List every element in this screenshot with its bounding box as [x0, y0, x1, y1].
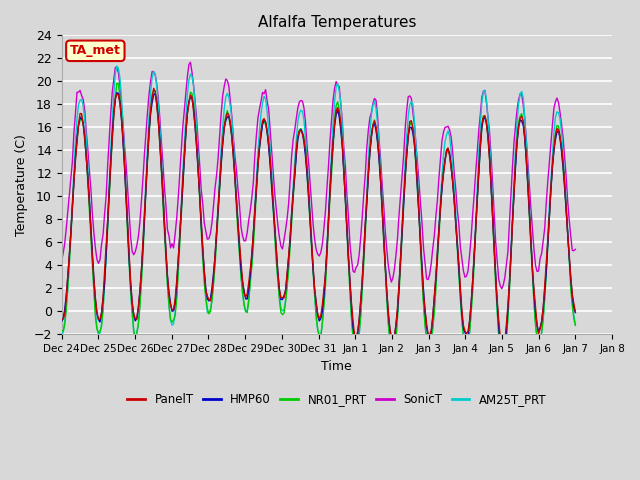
SonicT [479, 88, 487, 94]
AM25T_PRT [64, 286, 72, 292]
Line: HMP60: HMP60 [61, 93, 575, 348]
HMP60 [64, 275, 72, 280]
PanelT [499, 346, 507, 352]
Y-axis label: Temperature (C): Temperature (C) [15, 134, 28, 236]
HMP60 [348, 303, 355, 309]
SonicT [572, 246, 579, 252]
AM25T_PRT [479, 89, 487, 95]
SonicT [486, 129, 493, 134]
X-axis label: Time: Time [321, 360, 352, 372]
AM25T_PRT [572, 321, 579, 327]
SonicT [187, 60, 195, 65]
PanelT [64, 273, 72, 278]
NR01_PRT [173, 297, 180, 302]
PanelT [486, 156, 493, 161]
AM25T_PRT [173, 292, 180, 298]
HMP60 [212, 232, 220, 238]
Line: PanelT: PanelT [61, 88, 575, 349]
PanelT [150, 85, 157, 91]
HMP60 [486, 153, 493, 158]
Line: NR01_PRT: NR01_PRT [61, 83, 575, 365]
NR01_PRT [64, 285, 72, 290]
PanelT [173, 278, 180, 284]
NR01_PRT [113, 80, 121, 86]
AM25T_PRT [486, 139, 493, 145]
PanelT [212, 230, 220, 236]
SonicT [212, 173, 220, 179]
AM25T_PRT [113, 63, 121, 69]
AM25T_PRT [58, 333, 65, 338]
NR01_PRT [479, 113, 487, 119]
Legend: PanelT, HMP60, NR01_PRT, SonicT, AM25T_PRT: PanelT, HMP60, NR01_PRT, SonicT, AM25T_P… [122, 388, 551, 410]
SonicT [172, 231, 179, 237]
SonicT [498, 286, 506, 291]
NR01_PRT [58, 327, 65, 333]
HMP60 [173, 282, 180, 288]
SonicT [348, 256, 355, 262]
Title: Alfalfa Temperatures: Alfalfa Temperatures [258, 15, 416, 30]
Line: SonicT: SonicT [61, 62, 575, 288]
PanelT [348, 300, 355, 306]
PanelT [479, 114, 487, 120]
HMP60 [113, 90, 121, 96]
NR01_PRT [572, 323, 579, 328]
AM25T_PRT [498, 363, 506, 369]
HMP60 [498, 346, 506, 351]
HMP60 [479, 116, 487, 122]
PanelT [58, 317, 65, 323]
Line: AM25T_PRT: AM25T_PRT [61, 66, 575, 366]
Text: TA_met: TA_met [70, 44, 121, 57]
NR01_PRT [499, 362, 507, 368]
PanelT [572, 309, 579, 315]
SonicT [58, 258, 65, 264]
NR01_PRT [348, 314, 355, 320]
AM25T_PRT [348, 315, 355, 321]
NR01_PRT [486, 154, 493, 160]
HMP60 [58, 318, 65, 324]
NR01_PRT [212, 237, 220, 242]
AM25T_PRT [212, 231, 220, 237]
HMP60 [572, 310, 579, 315]
SonicT [64, 208, 72, 214]
